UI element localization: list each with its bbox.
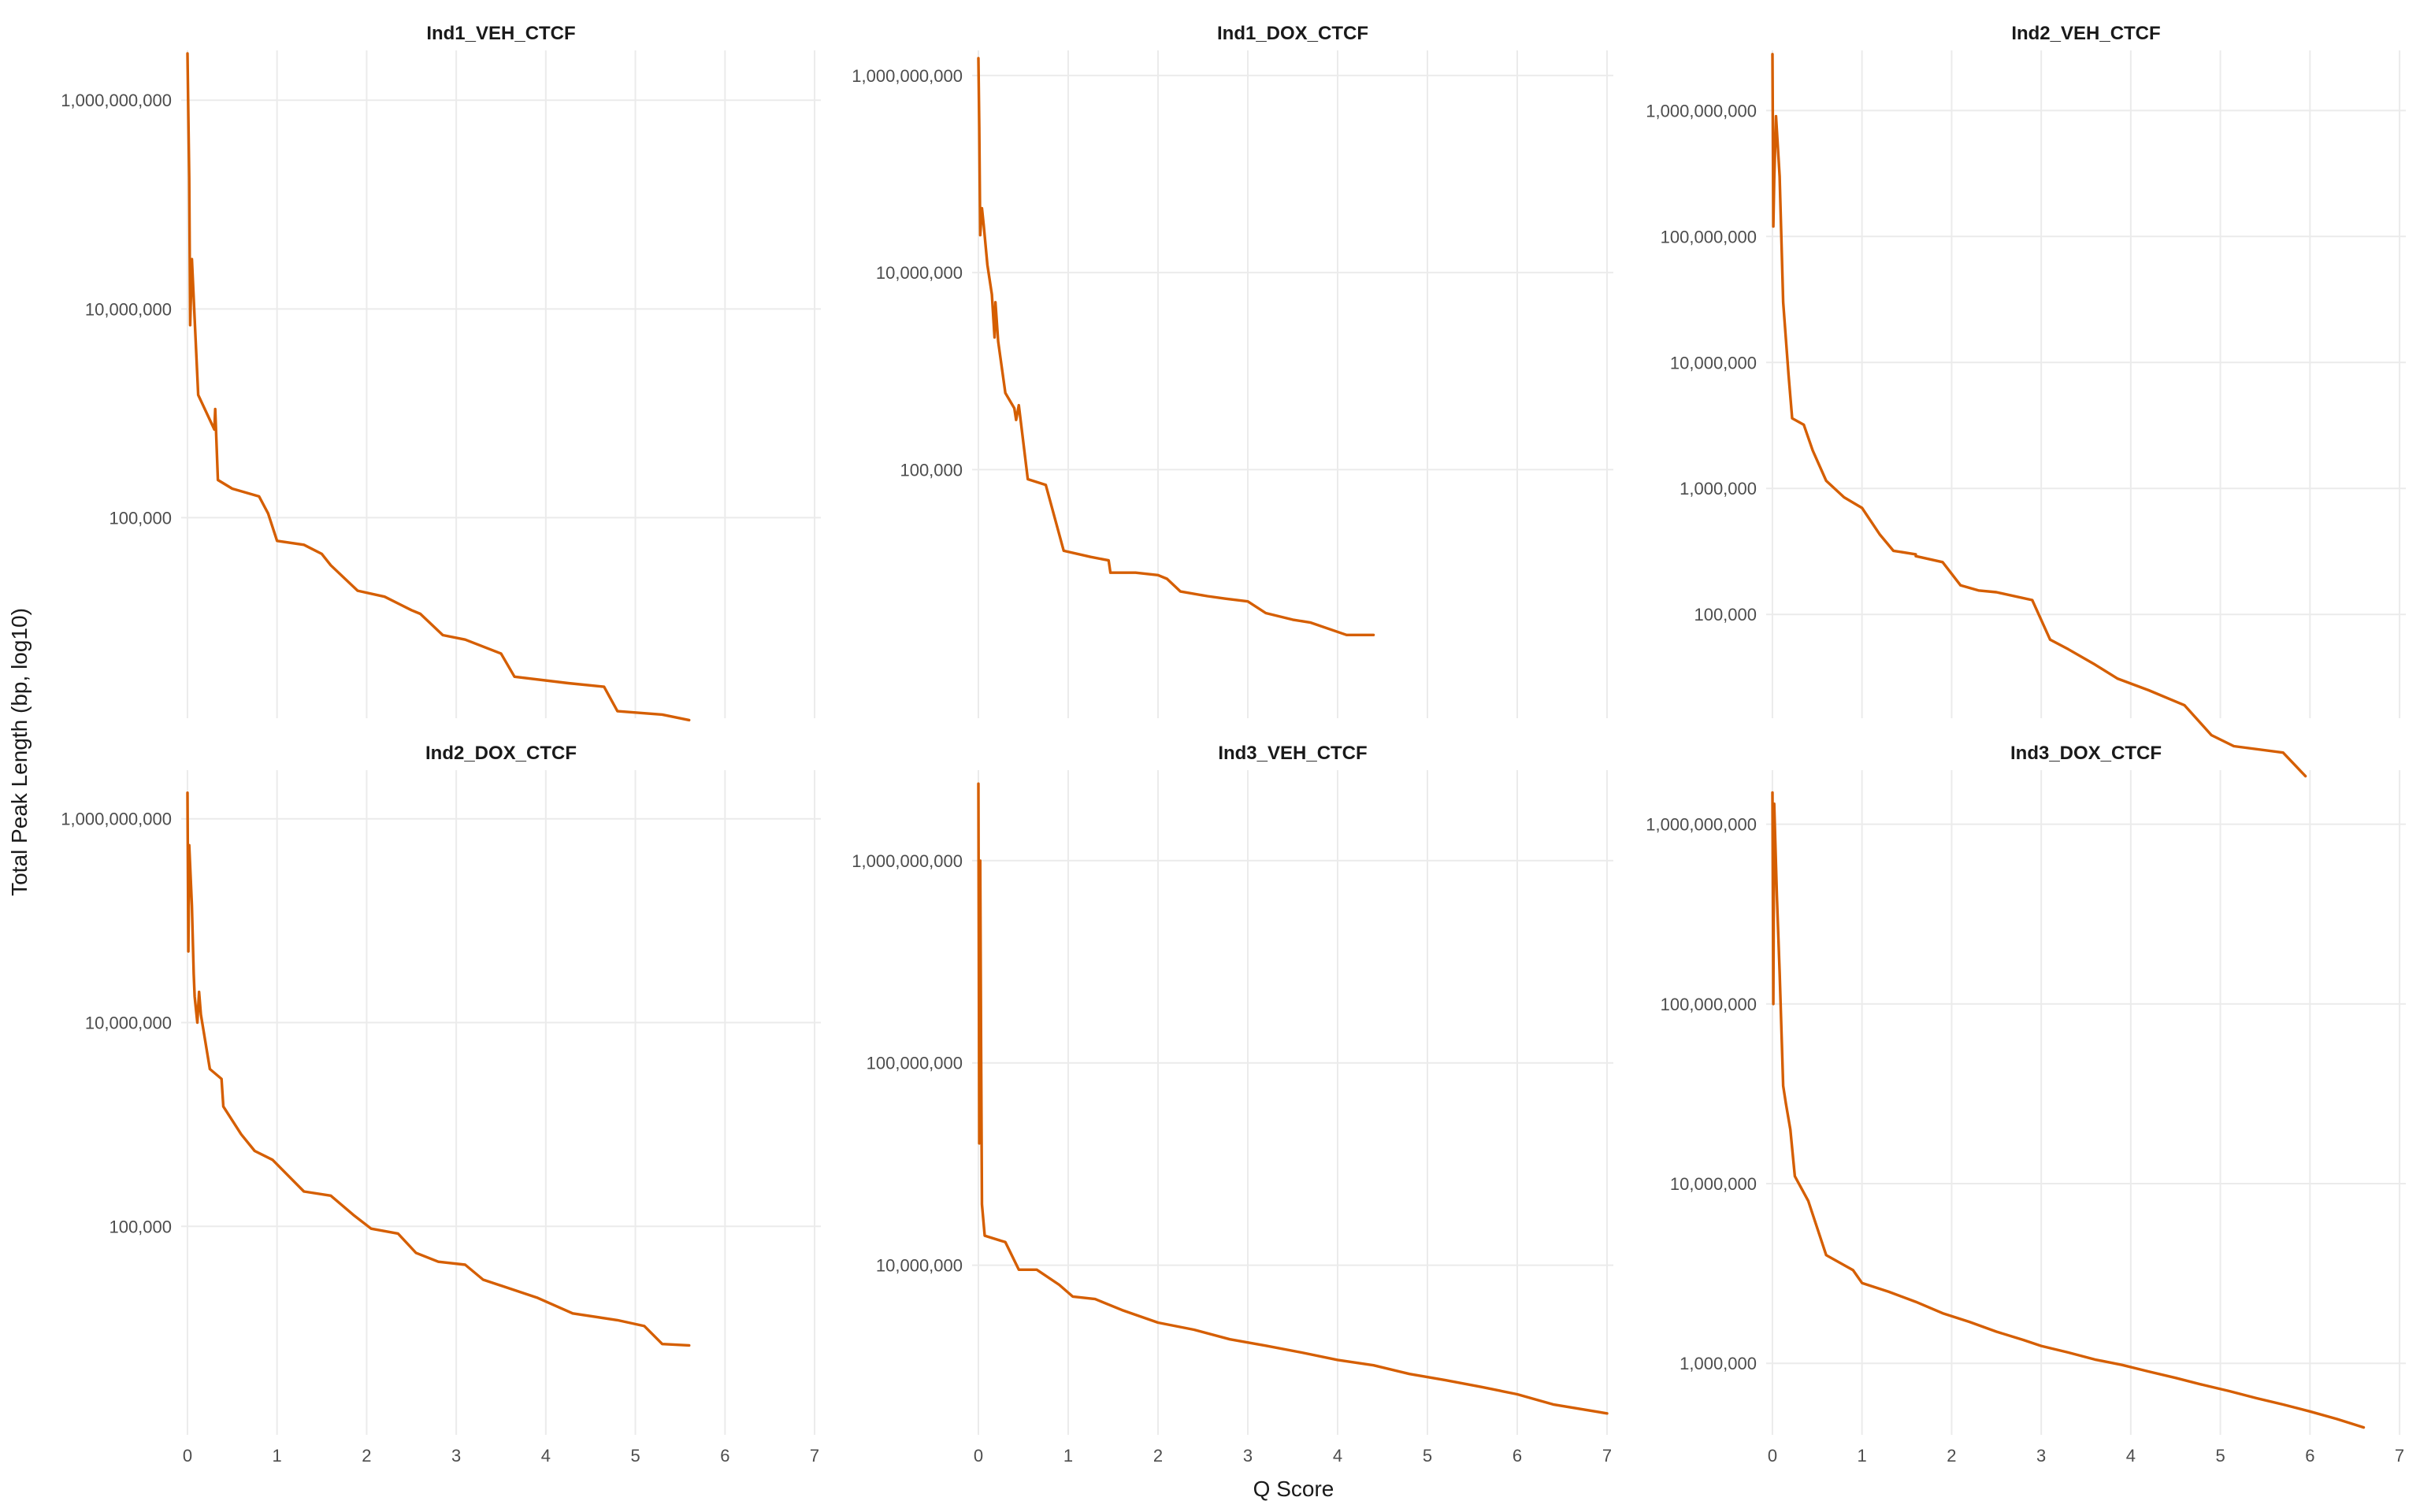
- x-tick-label: 7: [1602, 1446, 1612, 1466]
- panel-title: Ind3_VEH_CTCF: [1218, 743, 1367, 764]
- y-tick-label: 10,000,000: [876, 1256, 963, 1276]
- panel-title: Ind3_DOX_CTCF: [2010, 743, 2162, 764]
- y-tick-label: 10,000,000: [876, 263, 963, 283]
- x-tick-label: 4: [2126, 1446, 2136, 1466]
- series-line: [186, 52, 691, 722]
- y-tick-label: 10,000,000: [1670, 353, 1757, 372]
- y-tick-label: 1,000,000: [1680, 1354, 1757, 1373]
- x-tick-label: 1: [1063, 1446, 1073, 1466]
- x-tick-label: 7: [2395, 1446, 2404, 1466]
- y-tick-label: 1,000,000,000: [1646, 815, 1757, 835]
- series-line: [977, 57, 1375, 636]
- panel-title: Ind2_VEH_CTCF: [2011, 23, 2160, 44]
- y-tick-label: 1,000,000,000: [852, 851, 963, 871]
- y-tick-label: 1,000,000,000: [61, 810, 172, 829]
- y-tick-label: 10,000,000: [1670, 1174, 1757, 1194]
- chart-panels: 100,000 10,000,000 1,000,000,000 Ind1_VEH_C…: [61, 23, 2406, 1466]
- x-tick-label: 5: [2215, 1446, 2225, 1466]
- x-tick-label: 6: [2305, 1446, 2314, 1466]
- y-tick-label: 100,000,000: [1661, 995, 1757, 1014]
- y-tick-label: 1,000,000: [1680, 479, 1757, 498]
- y-tick-label: 100,000: [900, 460, 963, 480]
- panel-title: Ind1_VEH_CTCF: [426, 23, 575, 44]
- x-tick-label: 0: [974, 1446, 983, 1466]
- panel-title: Ind2_DOX_CTCF: [425, 743, 577, 764]
- y-tick-label: 100,000,000: [1661, 227, 1757, 246]
- y-tick-label: 10,000,000: [85, 1014, 172, 1033]
- y-tick-label: 100,000,000: [867, 1054, 963, 1073]
- x-tick-label: 2: [1947, 1446, 1956, 1466]
- x-tick-label: 4: [1333, 1446, 1342, 1466]
- panel-2: 100,000 10,000,000 1,000,000,000 Ind1_DOX_C…: [852, 23, 1613, 718]
- y-tick-label: 1,000,000,000: [1646, 101, 1757, 120]
- y-tick-label: 1,000,000,000: [61, 91, 172, 110]
- series-line: [1771, 791, 2366, 1429]
- x-tick-label: 4: [541, 1446, 551, 1466]
- x-tick-label: 2: [1153, 1446, 1163, 1466]
- x-tick-label: 3: [2036, 1446, 2046, 1466]
- x-tick-label: 3: [1243, 1446, 1253, 1466]
- x-tick-label: 6: [720, 1446, 729, 1466]
- panel-3: 100,000 1,000,000 10,000,000 100,000,000 1,0…: [1646, 23, 2406, 778]
- series-line: [186, 791, 691, 1347]
- series-line: [977, 782, 1609, 1415]
- y-tick-label: 100,000: [109, 1217, 172, 1236]
- y-tick-label: 100,000: [109, 508, 172, 528]
- x-tick-label: 3: [451, 1446, 461, 1466]
- x-tick-label: 0: [1768, 1446, 1777, 1466]
- y-tick-label: 100,000: [1694, 605, 1757, 624]
- series-line: [1771, 53, 2307, 778]
- x-tick-label: 2: [362, 1446, 371, 1466]
- x-tick-label: 1: [1858, 1446, 1867, 1466]
- panel-1: 100,000 10,000,000 1,000,000,000 Ind1_VEH_C…: [61, 23, 821, 722]
- panel-6: 1,000,000 10,000,000 100,000,000 1,000,000,…: [1646, 743, 2406, 1466]
- x-tick-label: 5: [630, 1446, 640, 1466]
- x-tick-label: 7: [810, 1446, 819, 1466]
- panel-5: 10,000,000 100,000,000 1,000,000,000 0 1 2 3 4 5…: [852, 743, 1613, 1466]
- y-axis-title: Total Peak Length (bp, log10): [7, 608, 32, 896]
- x-tick-label: 1: [273, 1446, 282, 1466]
- panel-title: Ind1_DOX_CTCF: [1217, 23, 1368, 44]
- x-tick-label: 5: [1423, 1446, 1432, 1466]
- panel-4: 100,000 10,000,000 1,000,000,000 0 1 2 3 4 5 6 7 In…: [61, 743, 821, 1466]
- x-tick-label: 0: [183, 1446, 192, 1466]
- x-tick-label: 6: [1512, 1446, 1522, 1466]
- x-axis-title: Q Score: [1253, 1477, 1334, 1501]
- y-tick-label: 10,000,000: [85, 299, 172, 319]
- y-tick-label: 1,000,000,000: [852, 66, 963, 86]
